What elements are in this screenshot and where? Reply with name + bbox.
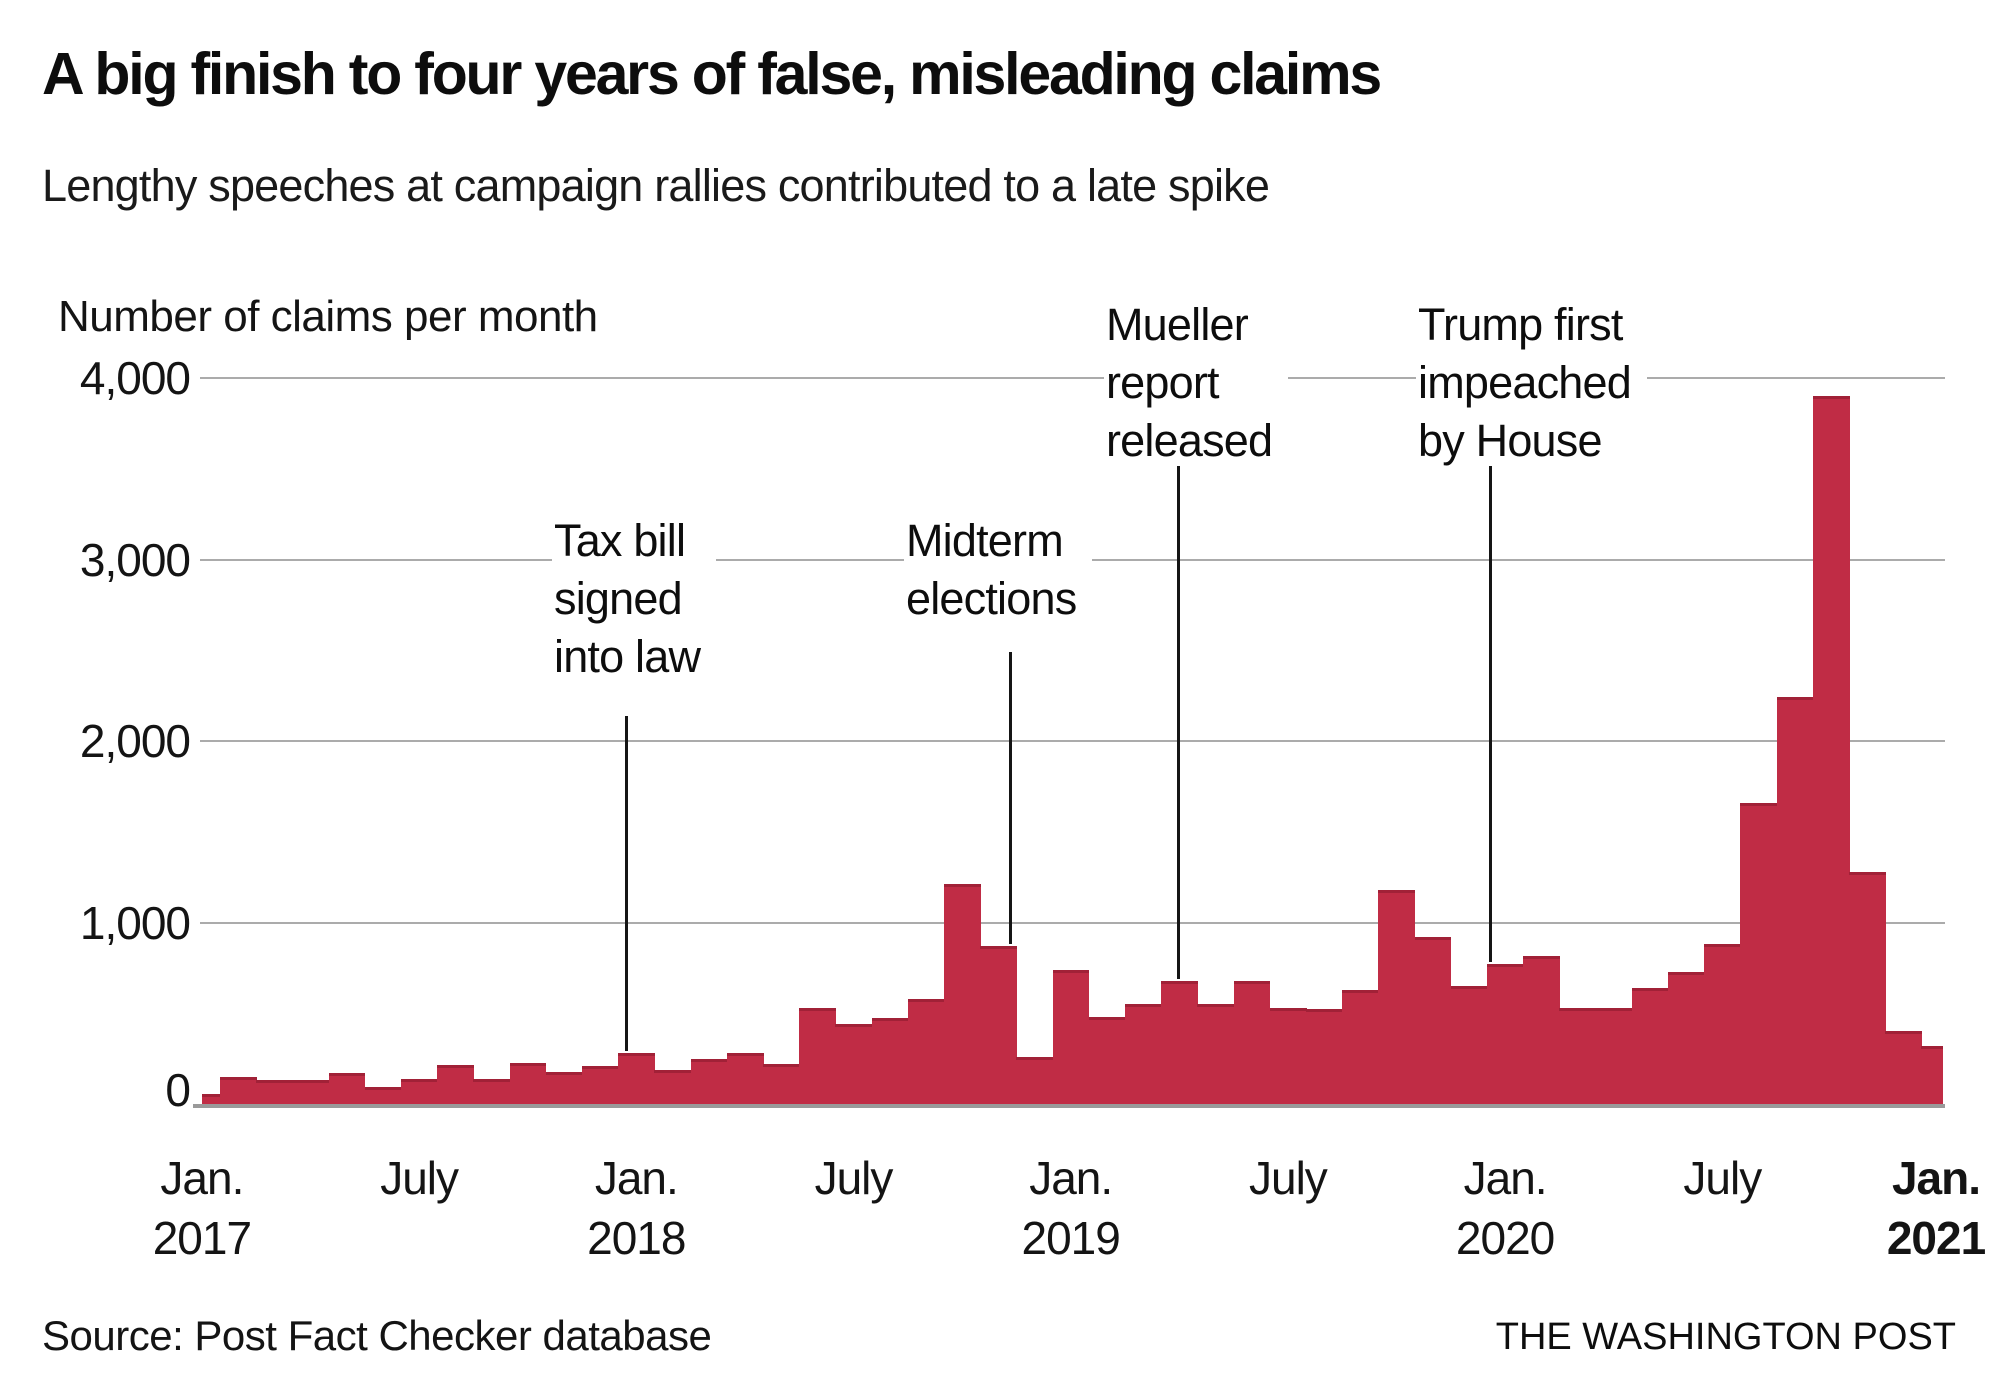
- bar-jan-2020: [1487, 964, 1524, 1104]
- chart-title: A big finish to four years of false, mis…: [42, 41, 1382, 107]
- annotation-impeached-pointer-line: [1489, 466, 1492, 963]
- bar-nov-2017: [545, 1072, 583, 1104]
- bar-dec-2019: [1450, 986, 1488, 1104]
- gridline-4000: [200, 377, 1945, 379]
- annotation-tax-bill-line: Tax bill: [554, 515, 686, 566]
- bar-aug-2020: [1740, 802, 1778, 1104]
- x-tick-label-July-18: July: [814, 1152, 894, 1204]
- bar-sept-2017: [473, 1078, 511, 1104]
- bar-feb-2020: [1523, 956, 1560, 1104]
- annotation-tax-bill-line: signed: [554, 573, 683, 624]
- y-tick-label: 0: [165, 1064, 191, 1116]
- y-tick-label: 4,000: [79, 352, 191, 404]
- x-axis-line: [193, 1104, 1945, 1108]
- bar-june-2019: [1233, 980, 1271, 1104]
- gridline-2000: [200, 740, 1945, 742]
- bar-april-2020: [1595, 1007, 1633, 1104]
- bar-sept-2020: [1776, 697, 1814, 1104]
- x-tick-label-July-42: July: [1683, 1152, 1762, 1204]
- annotation-impeached-line: Trump first: [1418, 299, 1623, 350]
- x-tick-label-2019: Jan. 2019: [1021, 1152, 1121, 1264]
- bar-jan-2017: [202, 1094, 221, 1104]
- bar-oct-2017: [509, 1063, 547, 1104]
- x-tick-label-July-30: July: [1248, 1152, 1328, 1204]
- bar-oct-2018: [944, 884, 981, 1104]
- annotation-tax-bill: Tax bill signed into law: [552, 508, 717, 694]
- x-tick-label-July-6: July: [380, 1152, 459, 1204]
- bar-june-2017: [364, 1086, 402, 1104]
- bar-sept-2019: [1342, 989, 1379, 1104]
- bar-oct-2020: [1812, 396, 1850, 1104]
- x-tick-label-2017: Jan. 2017: [152, 1152, 252, 1264]
- bar-dec-2020: [1885, 1031, 1922, 1104]
- bar-march-2020: [1559, 1007, 1597, 1104]
- bar-march-2019: [1125, 1004, 1162, 1104]
- bar-aug-2019: [1306, 1008, 1343, 1104]
- bar-sept-2018: [907, 998, 945, 1104]
- x-tick-label-2018: Jan. 2018: [587, 1152, 686, 1264]
- publisher-credit: THE WASHINGTON POST: [1495, 1316, 1956, 1358]
- bar-jan-2021: [1921, 1045, 1944, 1104]
- bar-aug-2017: [437, 1064, 474, 1104]
- annotation-tax-bill-line: into law: [554, 631, 701, 682]
- bar-nov-2019: [1414, 937, 1452, 1104]
- y-axis-title: Number of claims per month: [58, 292, 598, 341]
- bar-feb-2019: [1088, 1016, 1126, 1104]
- bar-dec-2017: [582, 1065, 619, 1104]
- annotation-mueller: Mueller report released: [1104, 292, 1289, 478]
- x-tick-label-2020: Jan. 2020: [1455, 1152, 1555, 1264]
- bar-april-2018: [726, 1053, 764, 1104]
- annotation-midterm: Midterm elections: [904, 508, 1093, 636]
- annotation-midterm-pointer-line: [1009, 652, 1012, 945]
- bar-oct-2019: [1378, 889, 1416, 1104]
- bar-april-2019: [1161, 980, 1198, 1104]
- bar-may-2020: [1631, 987, 1669, 1104]
- bar-june-2018: [799, 1007, 836, 1104]
- x-tick-label-2021: Jan. 2021: [1886, 1152, 1986, 1264]
- annotation-tax-bill-pointer-line: [625, 716, 628, 1052]
- annotation-midterm-line: Midterm: [906, 515, 1064, 566]
- bar-july-2018: [835, 1024, 873, 1104]
- annotation-mueller-line: report: [1106, 357, 1220, 408]
- bar-march-2018: [690, 1058, 728, 1104]
- bar-march-2017: [256, 1080, 293, 1104]
- annotation-mueller-line: released: [1106, 415, 1273, 466]
- bar-nov-2020: [1849, 871, 1886, 1104]
- bar-july-2020: [1704, 944, 1741, 1104]
- bar-may-2018: [763, 1064, 800, 1104]
- bar-dec-2018: [1016, 1056, 1054, 1104]
- bar-june-2020: [1668, 971, 1705, 1104]
- source-note: Source: Post Fact Checker database: [42, 1312, 712, 1359]
- bar-may-2017: [328, 1073, 366, 1104]
- annotation-impeached-line: impeached: [1418, 357, 1632, 408]
- bar-nov-2018: [980, 946, 1017, 1104]
- gridline-1000: [200, 921, 1945, 924]
- annotation-impeached-line: by House: [1418, 415, 1603, 466]
- chart-subtitle: Lengthy speeches at campaign rallies con…: [42, 160, 1270, 211]
- bar-july-2019: [1269, 1007, 1307, 1104]
- bar-feb-2018: [654, 1070, 692, 1104]
- bar-jan-2018: [618, 1053, 655, 1104]
- bar-aug-2018: [871, 1017, 909, 1104]
- bar-jan-2019: [1052, 969, 1090, 1104]
- annotation-mueller-pointer-line: [1177, 466, 1180, 979]
- bar-july-2017: [401, 1079, 438, 1104]
- bar-may-2019: [1197, 1004, 1235, 1104]
- bar-april-2017: [292, 1080, 330, 1104]
- annotation-mueller-line: Mueller: [1106, 299, 1249, 350]
- annotation-midterm-line: elections: [906, 573, 1077, 624]
- bar-feb-2017: [220, 1076, 257, 1104]
- annotation-impeached: Trump first impeached by House: [1416, 292, 1647, 478]
- y-tick-label: 2,000: [79, 715, 191, 767]
- y-tick-label: 1,000: [79, 896, 191, 949]
- y-tick-label: 3,000: [79, 533, 191, 586]
